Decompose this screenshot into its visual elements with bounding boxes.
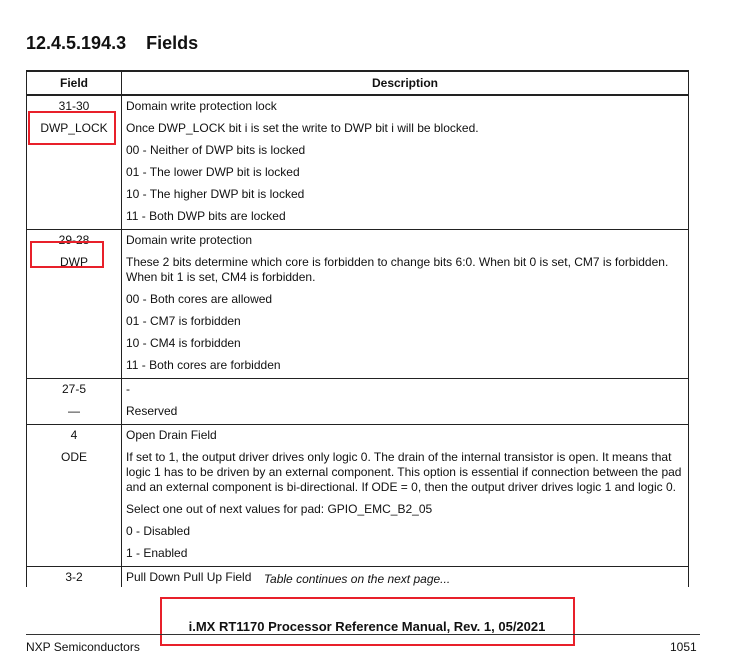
field-name: DWP: [60, 255, 88, 269]
table-row: 31-30 DWP_LOCK Domain write protection lo…: [26, 94, 689, 230]
header-field: Field: [26, 70, 122, 96]
highlight-dwp: [30, 241, 104, 268]
fields-table: Field Description 31-30 DWP_LOCK Domain w…: [26, 70, 689, 587]
desc-line: 0 - Disabled: [126, 524, 191, 538]
table-row: 29-28 DWP Domain write protection These 2 …: [26, 229, 689, 379]
desc-line: If set to 1, the output driver drives on…: [126, 450, 682, 494]
desc-line: Once DWP_LOCK bit i is set the write to …: [126, 121, 479, 135]
desc-line: Select one out of next values for pad: G…: [126, 502, 433, 516]
field-bits: 4: [70, 428, 78, 442]
table-row: 3-2 Pull Down Pull Up Field: [26, 566, 689, 587]
desc-line: 11 - Both DWP bits are locked: [126, 209, 286, 223]
footer-divider: [26, 634, 700, 635]
desc-line: 10 - CM4 is forbidden: [126, 336, 241, 350]
field-name: ODE: [60, 450, 87, 464]
desc-line: Domain write protection lock: [126, 99, 277, 113]
field-bits: 27-5: [61, 382, 87, 396]
field-name: DWP_LOCK: [40, 121, 108, 135]
section-title: 12.4.5.194.3 Fields: [26, 33, 199, 53]
header-description: Description: [121, 70, 689, 96]
field-bits: 3-2: [65, 570, 83, 584]
company-name: NXP Semiconductors: [26, 640, 140, 654]
desc-line: These 2 bits determine which core is for…: [126, 255, 669, 284]
table-row: 4 ODE Open Drain Field If set to 1, the ou…: [26, 424, 689, 567]
desc-line: 1 - Enabled: [126, 546, 188, 560]
desc-line: Open Drain Field: [126, 428, 217, 442]
field-bits: 29-28: [58, 233, 90, 247]
page-number: 1051: [670, 640, 697, 654]
desc-line: Domain write protection: [126, 233, 253, 247]
desc-line: 10 - The higher DWP bit is locked: [126, 187, 305, 201]
desc-line: Pull Down Pull Up Field: [126, 570, 252, 584]
desc-line: Reserved: [126, 404, 178, 418]
manual-title: i.MX RT1170 Processor Reference Manual, …: [188, 619, 546, 634]
table-row: 27-5 — - Reserved: [26, 378, 689, 425]
desc-line: -: [126, 382, 130, 396]
desc-line: 00 - Neither of DWP bits is locked: [126, 143, 306, 157]
desc-line: 11 - Both cores are forbidden: [126, 358, 281, 372]
desc-line: 01 - CM7 is forbidden: [126, 314, 241, 328]
table-continues-note: Table continues on the next page...: [263, 572, 451, 586]
highlight-manual-title: [160, 597, 575, 646]
field-name: —: [68, 404, 80, 418]
desc-line: 01 - The lower DWP bit is locked: [126, 165, 300, 179]
highlight-dwp-lock: [28, 111, 116, 145]
field-bits: 31-30: [58, 99, 90, 113]
desc-line: 00 - Both cores are allowed: [126, 292, 273, 306]
